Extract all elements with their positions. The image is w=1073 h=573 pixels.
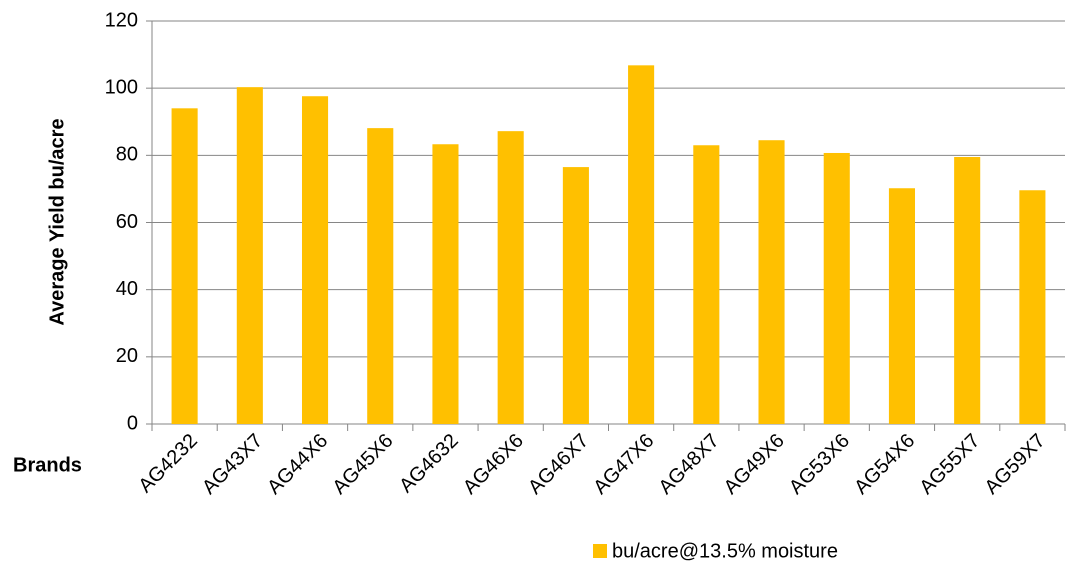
bar	[301, 96, 329, 424]
x-tick-label: AG45X6	[328, 430, 397, 499]
x-tick-label: AG48X7	[655, 430, 724, 499]
bar	[758, 140, 785, 425]
y-tick-label: 20	[116, 345, 138, 367]
bar	[432, 144, 459, 424]
bar	[1019, 190, 1046, 424]
y-tick-label: 60	[116, 211, 138, 233]
y-tick-label: 40	[116, 278, 138, 300]
y-tick-label: 120	[105, 9, 138, 31]
y-axis-title: Average Yield bu/acre	[46, 118, 68, 325]
y-tick-label: 100	[105, 76, 138, 98]
y-tick-label: 80	[116, 144, 138, 166]
bar	[888, 188, 916, 424]
x-axis-title: Brands	[13, 454, 82, 476]
x-tick-label: AG44X6	[263, 430, 332, 499]
bar	[954, 157, 981, 424]
x-tick-label: AG49X6	[720, 430, 789, 499]
x-tick-label: AG4632	[395, 430, 462, 497]
x-tick-label: AG53X6	[785, 430, 854, 499]
x-tick-label: AG43X7	[198, 430, 267, 499]
x-tick-label: AG59X7	[981, 430, 1050, 499]
x-tick-label: AG46X6	[459, 430, 528, 499]
bar	[236, 87, 263, 424]
bar	[562, 167, 589, 424]
bar	[171, 108, 198, 425]
x-tick-label: AG47X6	[589, 430, 658, 499]
y-tick-label: 0	[127, 412, 138, 434]
x-tick-label: AG54X6	[850, 430, 919, 499]
bar	[693, 145, 720, 424]
x-tick-label: AG4232	[134, 430, 201, 497]
bar	[823, 152, 850, 425]
bar	[367, 128, 394, 424]
legend-label: bu/acre@13.5% moisture	[612, 540, 838, 562]
legend-swatch	[593, 544, 607, 558]
x-tick-label: AG46X7	[524, 430, 593, 499]
bar	[628, 65, 655, 424]
x-tick-label: AG55X7	[915, 430, 984, 499]
bar	[497, 131, 524, 425]
